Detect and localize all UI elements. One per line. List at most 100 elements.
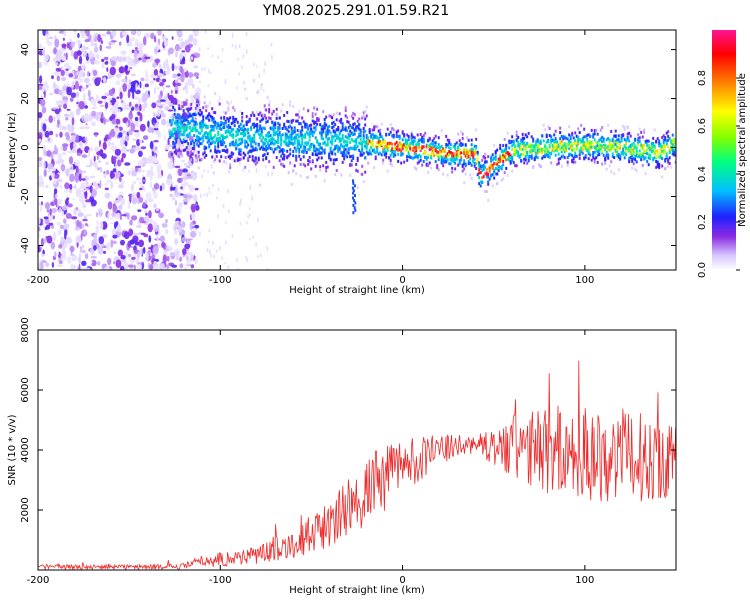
spectrogram-ridge-cell (349, 155, 352, 159)
spectrogram-noise-blob (142, 36, 147, 46)
spectrogram-ridge-cell (194, 154, 197, 158)
spectrogram-ridge-cell (254, 130, 257, 134)
spectrogram-noise-blob (113, 200, 119, 205)
spectrogram-faint-blob (209, 71, 212, 74)
spectrogram-noise-blob (113, 251, 117, 254)
spectrogram-ridge-cell (365, 150, 368, 154)
spectrogram-ridge-cell (259, 127, 262, 130)
spectrogram-ridge-cell (328, 137, 331, 141)
spectrogram-ridge-cell (640, 155, 643, 158)
spectrogram-ridge-cell (215, 150, 218, 154)
spectrogram-ridge-cell (238, 124, 241, 128)
spectrogram-ridge-cell (638, 127, 641, 131)
spectrogram-ridge-cell (293, 130, 296, 134)
spectrogram-noise-blob (58, 89, 63, 96)
spectrogram-ridge-cell (674, 140, 676, 144)
spectrogram-faint-blob (207, 240, 210, 244)
spectrogram-ridge-cell (290, 129, 293, 133)
spectrogram-ridge-cell (668, 137, 671, 141)
spectrogram-noise-blob (153, 139, 159, 143)
spectrogram-ridge-cell (446, 173, 449, 177)
spectrogram-noise-blob (54, 251, 57, 258)
spectrogram-ridge-cell (182, 119, 185, 123)
spectrogram-ridge-cell (332, 162, 335, 166)
spectrogram-ridge-cell (262, 144, 265, 148)
spectrogram-ridge-cell (280, 154, 283, 158)
spectrogram-ridge-cell (439, 146, 442, 149)
spectrogram-ridge-cell (350, 137, 353, 141)
spectrogram-ridge-cell (514, 164, 517, 168)
spectrogram-ridge-cell (491, 184, 494, 188)
spectrogram-noise-blob (166, 255, 170, 262)
spectrogram-noise-blob (188, 34, 194, 42)
spectrogram-ridge-cell (256, 148, 259, 152)
spectrogram-ridge-cell (404, 144, 407, 148)
spectrogram-noise-blob (39, 205, 43, 213)
spectrogram-ridge-cell (637, 154, 640, 158)
spectrogram-noise-blob (96, 225, 100, 228)
spectrogram-noise-blob (101, 62, 105, 69)
spectrogram-ridge-cell (527, 131, 530, 135)
spectrogram-ridge-cell (413, 139, 416, 143)
spectrogram-noise-blob (79, 245, 83, 253)
spectrogram-noise-blob (181, 221, 186, 229)
spectrogram-ridge-cell (169, 119, 172, 123)
spectrogram-ridge-cell (257, 156, 260, 160)
spectrogram-ridge-cell (476, 156, 479, 160)
spectrogram-ridge-cell (386, 142, 389, 146)
spectrogram-ridge-cell (577, 127, 580, 131)
spectrogram-ridge-cell (473, 152, 476, 156)
spectrogram-ridge-cell (443, 149, 446, 153)
spectrogram-ridge-cell (490, 159, 493, 163)
spectrogram-ridge-cell (604, 161, 607, 165)
spectrogram-ridge-cell (434, 147, 437, 151)
spectrogram-ridge-cell (179, 116, 182, 120)
spectrogram-ridge-cell (373, 128, 376, 132)
spectrogram-ridge-cell (571, 154, 574, 157)
spectrogram-ridge-cell (350, 131, 353, 135)
spectrogram-noise-blob (171, 63, 175, 72)
spectrogram-ridge-cell (434, 160, 437, 164)
spectrogram-ridge-cell (326, 141, 329, 145)
spectrogram-ridge-cell (421, 146, 424, 150)
spectrogram-noise-blob (104, 192, 111, 199)
spectrogram-ridge-cell (524, 155, 527, 159)
y-tick-label: -20 (20, 188, 31, 204)
spectrogram-ridge-cell (199, 158, 202, 162)
spectrogram-noise-blob (89, 158, 93, 167)
spectrogram-noise-blob (127, 253, 132, 258)
snr-y-label: SNR (10 * v/v) (7, 414, 18, 485)
spectrogram-ridge-cell (607, 144, 610, 148)
spectrogram-ridge-cell (610, 170, 613, 174)
spectrogram-faint-blob (208, 69, 210, 74)
spectrogram-ridge-cell (376, 135, 379, 139)
spectrogram-ridge-cell (466, 149, 469, 153)
spectrogram-noise-blob (139, 112, 143, 122)
spectrogram-ridge-cell (665, 139, 668, 143)
spectrogram-noise-blob (84, 50, 88, 55)
spectrogram-ridge-cell (418, 145, 421, 149)
spectrogram-ridge-cell (232, 106, 235, 110)
spectrogram-faint-blob (247, 215, 249, 219)
spectrogram-ridge-cell (298, 122, 301, 126)
spectrogram-ridge-cell (286, 119, 289, 123)
spectrogram-noise-blob (91, 259, 97, 267)
spectrogram-ridge-cell (292, 154, 295, 158)
spectrogram-ridge-cell (308, 138, 311, 142)
spectrogram-ridge-cell (442, 150, 445, 153)
spectrogram-ridge-cell (464, 172, 467, 176)
spectrogram-ridge-cell (436, 166, 439, 170)
spectrogram-faint-blob (204, 136, 206, 140)
spectrogram-ridge-cell (272, 130, 275, 134)
spectrogram-noise-blob (111, 212, 116, 218)
spectrogram-noise-blob (194, 39, 198, 46)
spectrogram-ridge-cell (346, 140, 349, 144)
spectrogram-ridge-cell (205, 131, 208, 135)
spectrogram-ridge-cell (245, 145, 248, 149)
spectrogram-ridge-cell (662, 138, 665, 142)
spectrogram-ridge-cell (317, 142, 320, 146)
spectrogram-ridge-cell (406, 133, 409, 137)
spectrogram-ridge-cell (374, 155, 377, 159)
spectrogram-noise-blob (140, 146, 147, 150)
spectrogram-ridge-cell (259, 183, 262, 187)
